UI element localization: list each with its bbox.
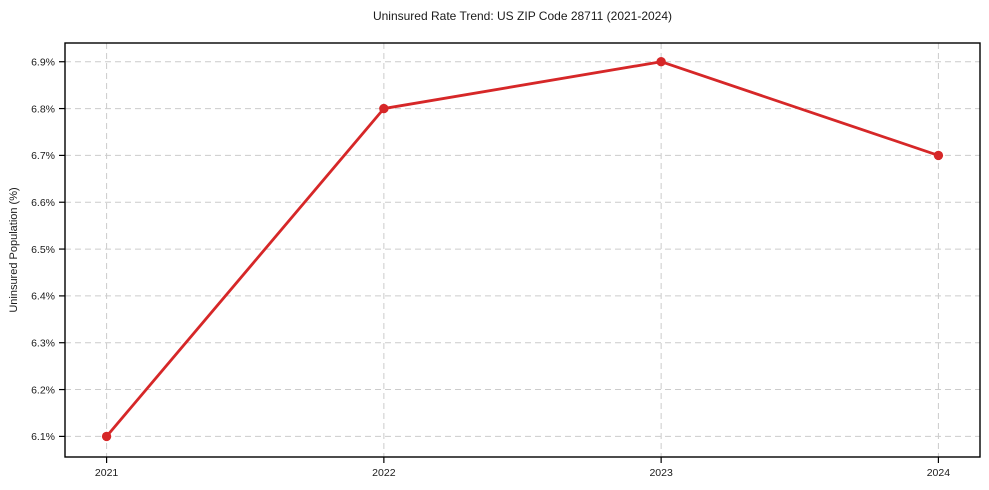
x-tick-label: 2024 — [927, 467, 951, 479]
chart-title: Uninsured Rate Trend: US ZIP Code 28711 … — [372, 9, 673, 23]
y-tick-label: 6.4% — [31, 291, 55, 303]
y-tick-label: 6.1% — [31, 431, 55, 443]
x-tick-label: 2022 — [372, 467, 396, 479]
y-tick-label: 6.5% — [31, 244, 55, 256]
data-point-marker — [379, 103, 389, 114]
x-tick-label: 2023 — [649, 467, 673, 479]
x-tick-label: 2021 — [95, 467, 119, 479]
y-tick-label: 6.7% — [31, 150, 55, 162]
y-tick-label: 6.9% — [31, 57, 55, 69]
y-tick-label: 6.3% — [31, 338, 55, 350]
y-tick-label: 6.8% — [31, 103, 55, 115]
trend-line — [105, 60, 940, 438]
y-tick-label: 6.2% — [31, 384, 55, 396]
gridlines — [65, 43, 980, 457]
y-tick-label: 6.6% — [31, 197, 55, 209]
axis-ticks: 2021 2022 2023 2024 6.1% 6.2% 6.3% 6.4% 6.5% 6.6%… — [31, 57, 950, 479]
plot-border — [64, 42, 981, 458]
data-point-marker — [933, 150, 944, 161]
data-point-marker — [101, 431, 112, 442]
data-point-marker — [656, 57, 666, 67]
